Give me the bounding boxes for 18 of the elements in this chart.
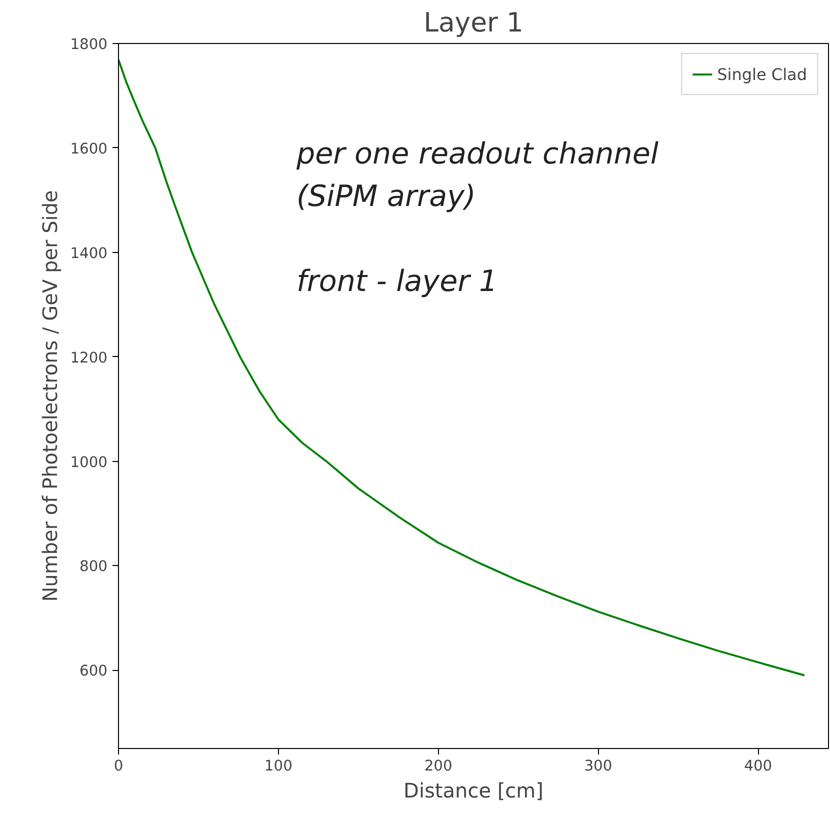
y-axis-title: Number of Photoelectrons / GeV per Side [38,190,62,602]
text: per one readout channel (SiPM array) front - layer 1 [296,136,659,298]
x-tick-label: 0 [114,758,124,774]
x-tick-label: 100 [264,758,292,774]
y-tick-label: 1000 [70,454,108,471]
y-tick-label: 1200 [70,349,108,366]
y-tick-label: 1400 [70,244,108,262]
line-series [118,58,806,676]
y-tick-label: 600 [80,662,108,680]
y-tick-label: 1600 [70,140,108,158]
y-tick-label: 1800 [70,36,108,53]
x-axis-title: Distance [cm] [404,778,544,802]
x-tick-label: 200 [424,758,452,774]
chart-title: Layer 1 [424,8,524,38]
legend-label: Single Clad [717,64,807,84]
x-tick-label: 400 [744,758,772,774]
y-tick-label: 800 [80,558,108,576]
x-tick-label: 300 [584,758,612,774]
